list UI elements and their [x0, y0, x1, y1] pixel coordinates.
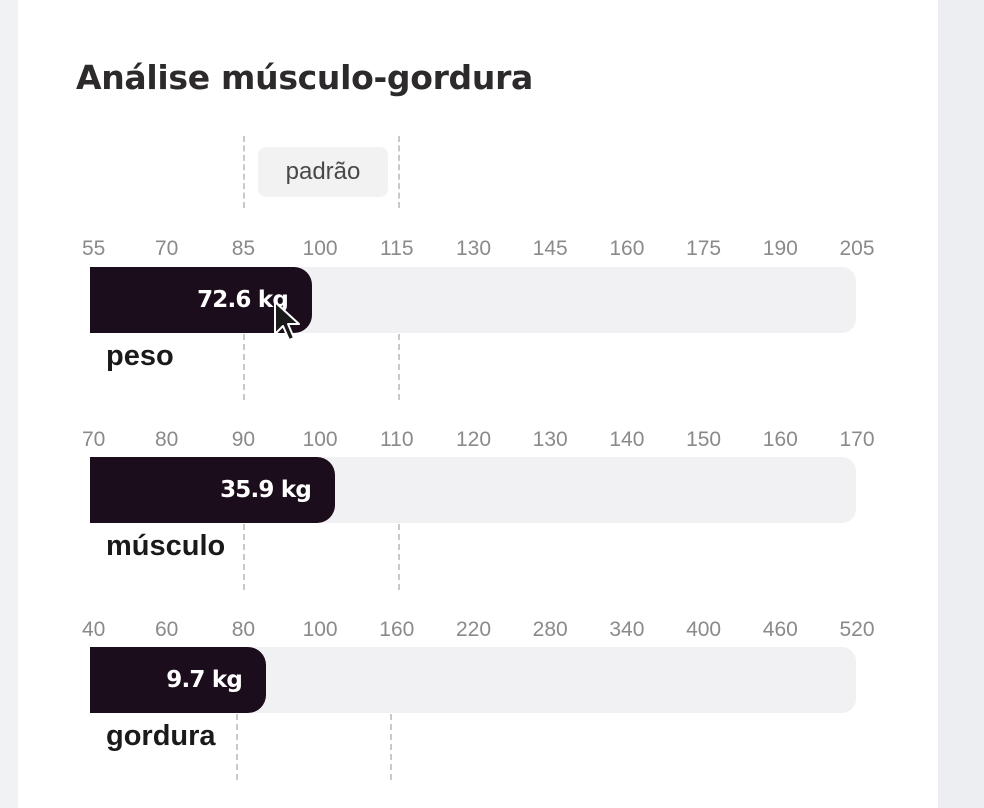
tick-label: 40 [82, 618, 106, 641]
tick-label: 170 [839, 428, 875, 451]
bar-value-musculo: 35.9 kg [220, 477, 312, 503]
tick-label: 145 [532, 237, 568, 260]
standard-line-left-top [243, 136, 245, 208]
tick-label: 340 [609, 618, 645, 641]
tick-label: 400 [686, 618, 722, 641]
bar-label-gordura: gordura [106, 720, 216, 752]
standard-line-left-musculo [243, 524, 245, 590]
tick-label: 85 [231, 237, 256, 260]
standard-line-right-gordura [390, 714, 392, 780]
tick-row-musculo: 70 80 90 100 110 120 130 140 150 160 170 [0, 428, 984, 456]
tick-label: 160 [609, 237, 645, 260]
tick-label: 280 [532, 618, 568, 641]
standard-line-left-peso [243, 334, 245, 400]
bar-label-peso: peso [106, 340, 174, 372]
tick-label: 205 [839, 237, 875, 260]
standard-line-right-musculo [398, 524, 400, 590]
chart-title: Análise músculo-gordura [76, 58, 534, 97]
tick-label: 70 [82, 428, 106, 451]
tick-label: 100 [302, 237, 338, 260]
tick-label: 100 [302, 428, 338, 451]
tick-label: 115 [380, 237, 414, 260]
tick-label: 160 [762, 428, 798, 451]
bar-track-gordura: 9.7 kg [90, 647, 856, 713]
bar-value-gordura: 9.7 kg [166, 667, 243, 693]
standard-line-left-gordura [236, 714, 238, 780]
mouse-cursor-icon [274, 301, 300, 341]
tick-label: 90 [231, 428, 256, 451]
tick-label: 220 [455, 618, 492, 641]
tick-row-gordura: 40 60 80 100 160 220 280 340 400 460 520 [0, 618, 984, 646]
standard-line-right-top [398, 136, 400, 208]
bar-label-musculo: músculo [106, 530, 226, 562]
standard-line-right-peso [398, 334, 400, 400]
tick-label: 160 [379, 618, 415, 641]
tick-label: 100 [302, 618, 338, 641]
bar-track-musculo: 35.9 kg [90, 457, 856, 523]
tick-label: 520 [839, 618, 875, 641]
bar-fill-gordura: 9.7 kg [90, 647, 266, 713]
tick-row-peso: 55 70 85 100 115 130 145 160 175 190 205 [0, 237, 984, 265]
tick-label: 80 [231, 618, 256, 641]
tick-label: 190 [762, 237, 798, 260]
tick-label: 460 [762, 618, 798, 641]
tick-label: 55 [82, 237, 106, 260]
tick-label: 175 [686, 237, 722, 260]
tick-label: 120 [455, 428, 492, 451]
tick-label: 60 [155, 618, 179, 641]
bar-fill-musculo: 35.9 kg [90, 457, 335, 523]
side-panel-edge [938, 0, 984, 808]
tick-label: 80 [155, 428, 179, 451]
standard-range-label: padrão [258, 147, 388, 197]
tick-label: 140 [609, 428, 645, 451]
tick-label: 150 [686, 428, 722, 451]
tick-label: 130 [532, 428, 568, 451]
bar-value-peso: 72.6 kg [197, 287, 289, 313]
tick-label: 70 [155, 237, 179, 260]
tick-label: 130 [455, 237, 492, 260]
tick-label: 110 [380, 428, 414, 451]
bar-track-peso: 72.6 kg [90, 267, 856, 333]
